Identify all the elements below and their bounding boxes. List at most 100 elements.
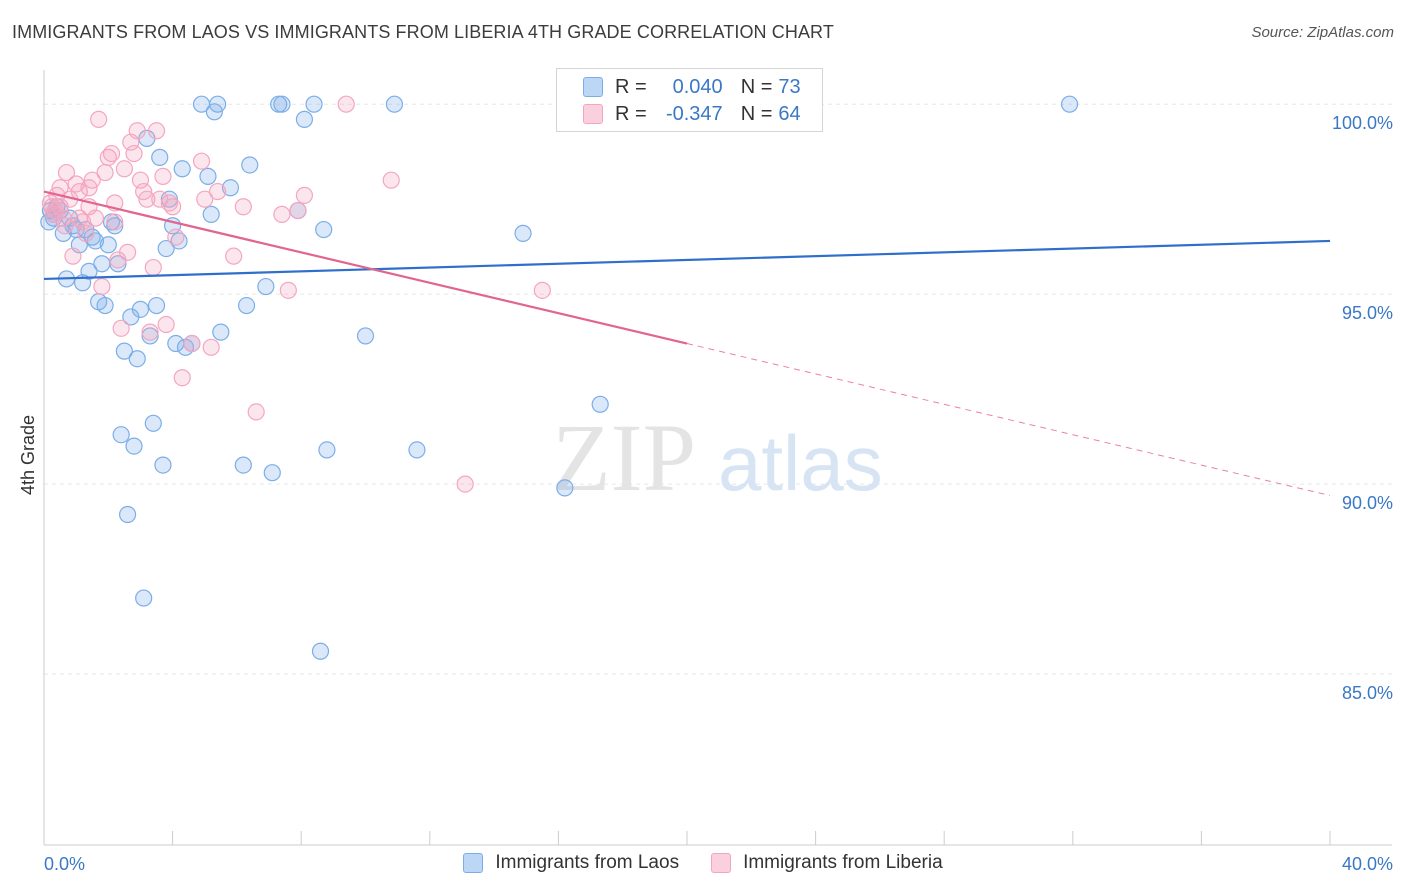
n-label: N = bbox=[740, 102, 773, 125]
point-liberia bbox=[80, 179, 98, 197]
point-liberia bbox=[183, 334, 201, 353]
legend-swatch-laos bbox=[463, 853, 484, 873]
point-laos bbox=[135, 589, 153, 607]
chart-title: IMMIGRANTS FROM LAOS VS IMMIGRANTS FROM … bbox=[12, 22, 834, 42]
point-laos bbox=[109, 255, 127, 273]
legend-label-laos: Immigrants from Laos bbox=[495, 852, 680, 873]
point-liberia bbox=[289, 201, 307, 220]
point-liberia bbox=[202, 338, 220, 356]
point-liberia bbox=[247, 403, 265, 421]
point-liberia bbox=[173, 369, 191, 387]
point-liberia bbox=[112, 319, 130, 337]
point-liberia bbox=[225, 247, 243, 265]
points-layer bbox=[40, 95, 1079, 660]
n-label: N = bbox=[740, 75, 773, 98]
point-laos bbox=[118, 505, 137, 524]
point-laos bbox=[96, 296, 114, 315]
point-liberia bbox=[93, 277, 111, 296]
point-laos bbox=[241, 156, 259, 174]
y-tick-label: 90.0% bbox=[1342, 493, 1393, 513]
point-liberia bbox=[70, 209, 88, 227]
point-laos bbox=[514, 224, 532, 242]
point-laos bbox=[128, 350, 146, 368]
r-value-laos: 0.040 bbox=[672, 75, 723, 98]
point-liberia bbox=[234, 198, 252, 216]
point-laos bbox=[356, 327, 375, 345]
point-liberia bbox=[96, 163, 114, 182]
legend-item-liberia: Immigrants from Liberia bbox=[711, 852, 943, 874]
watermark-zip: ZIP bbox=[552, 404, 696, 511]
trend-line-liberia-extrapolated bbox=[686, 343, 1331, 496]
n-value-laos: 73 bbox=[778, 75, 801, 98]
point-liberia bbox=[154, 167, 172, 185]
x-tick-label: 40.0% bbox=[1342, 854, 1393, 874]
point-laos bbox=[237, 296, 256, 315]
point-liberia bbox=[209, 182, 227, 201]
point-laos bbox=[202, 205, 220, 223]
point-liberia bbox=[192, 152, 211, 170]
point-laos bbox=[212, 323, 230, 341]
point-liberia bbox=[337, 95, 355, 113]
point-laos bbox=[106, 217, 124, 235]
point-liberia bbox=[295, 186, 314, 204]
legend-swatch-laos bbox=[583, 77, 603, 97]
point-laos bbox=[1060, 95, 1079, 113]
point-liberia bbox=[382, 171, 400, 189]
point-laos bbox=[144, 414, 162, 432]
point-laos bbox=[173, 160, 191, 178]
point-liberia bbox=[157, 315, 175, 334]
point-laos bbox=[591, 395, 609, 413]
point-laos bbox=[115, 342, 133, 360]
point-laos bbox=[385, 95, 404, 113]
y-tick-label: 85.0% bbox=[1342, 683, 1393, 703]
legend-row-laos: R = 0.040 N = 73 bbox=[583, 74, 801, 100]
point-liberia bbox=[151, 190, 169, 208]
point-liberia bbox=[77, 224, 95, 242]
point-laos bbox=[315, 220, 333, 239]
point-liberia bbox=[115, 160, 133, 178]
point-liberia bbox=[125, 144, 143, 163]
trend-line-liberia bbox=[43, 190, 688, 345]
point-liberia bbox=[147, 122, 166, 140]
series-legend: Immigrants from Laos Immigrants from Lib… bbox=[0, 852, 1406, 874]
point-liberia bbox=[273, 205, 291, 223]
watermark: ZIP atlas bbox=[552, 404, 883, 511]
legend-swatch-liberia bbox=[711, 853, 732, 873]
point-liberia bbox=[118, 243, 137, 261]
point-liberia bbox=[196, 190, 214, 208]
point-laos bbox=[408, 441, 426, 459]
point-liberia bbox=[128, 122, 146, 140]
point-laos bbox=[99, 236, 117, 254]
point-laos bbox=[263, 464, 281, 482]
r-label: R = bbox=[615, 75, 647, 98]
point-laos bbox=[154, 456, 172, 474]
x-tick-label: 0.0% bbox=[44, 854, 85, 874]
point-laos bbox=[221, 179, 240, 197]
point-liberia bbox=[51, 198, 69, 216]
axes bbox=[43, 70, 1392, 846]
point-laos bbox=[257, 277, 275, 296]
point-laos bbox=[157, 239, 175, 258]
tick-labels: 85.0% 90.0% 95.0% 100.0% 0.0% 40.0% bbox=[44, 113, 1393, 874]
point-laos bbox=[147, 296, 166, 315]
point-laos bbox=[305, 95, 323, 113]
point-laos bbox=[199, 167, 217, 185]
point-liberia bbox=[138, 190, 156, 208]
point-laos bbox=[151, 148, 169, 166]
point-liberia bbox=[90, 110, 108, 128]
point-liberia bbox=[57, 163, 76, 182]
legend-item-laos: Immigrants from Laos bbox=[463, 852, 679, 874]
trend-lines bbox=[43, 190, 1331, 496]
point-laos bbox=[318, 441, 336, 459]
point-laos bbox=[556, 479, 574, 497]
y-tick-label: 100.0% bbox=[1332, 113, 1393, 133]
grid-lines bbox=[44, 103, 1392, 675]
point-laos bbox=[131, 300, 150, 318]
point-liberia bbox=[86, 209, 105, 227]
point-liberia bbox=[141, 323, 159, 341]
point-laos bbox=[311, 642, 330, 660]
point-liberia bbox=[102, 144, 121, 163]
point-liberia bbox=[64, 247, 82, 265]
point-liberia bbox=[56, 217, 74, 235]
n-value-liberia: 64 bbox=[778, 102, 801, 125]
